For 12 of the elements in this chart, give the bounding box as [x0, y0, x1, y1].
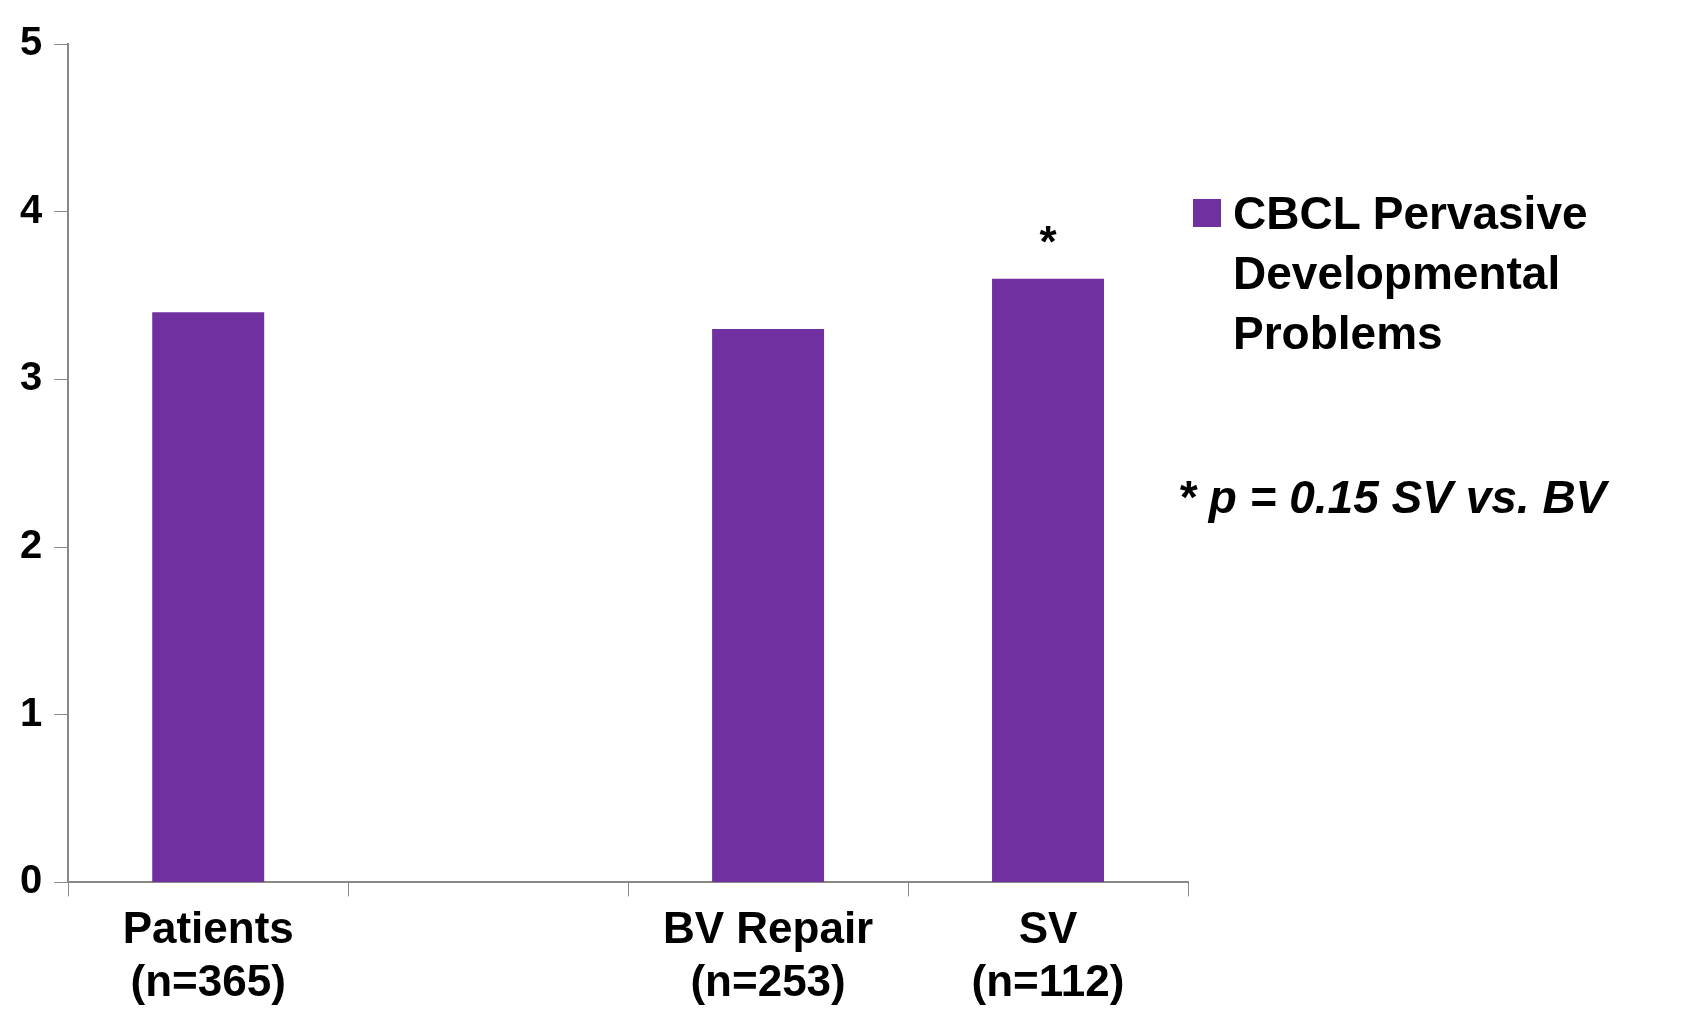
y-tick-label: 0	[20, 857, 43, 902]
y-tick-label: 5	[20, 19, 43, 64]
y-tick-label: 1	[20, 689, 43, 734]
x-tick-label: BV Repair (n=253)	[662, 902, 874, 1005]
annotation: *	[1039, 216, 1058, 266]
legend-label: CBCL Pervasive Developmental Problems	[1233, 186, 1589, 361]
annotation: * p = 0.15 SV vs. BV	[1178, 470, 1607, 524]
y-tick-label: 2	[20, 522, 43, 567]
x-tick-label: Patients (n=365)	[122, 902, 294, 1005]
y-tick-label: 3	[20, 354, 43, 399]
x-tick-label: SV (n=112)	[971, 902, 1125, 1005]
y-tick-label: 4	[20, 186, 43, 231]
